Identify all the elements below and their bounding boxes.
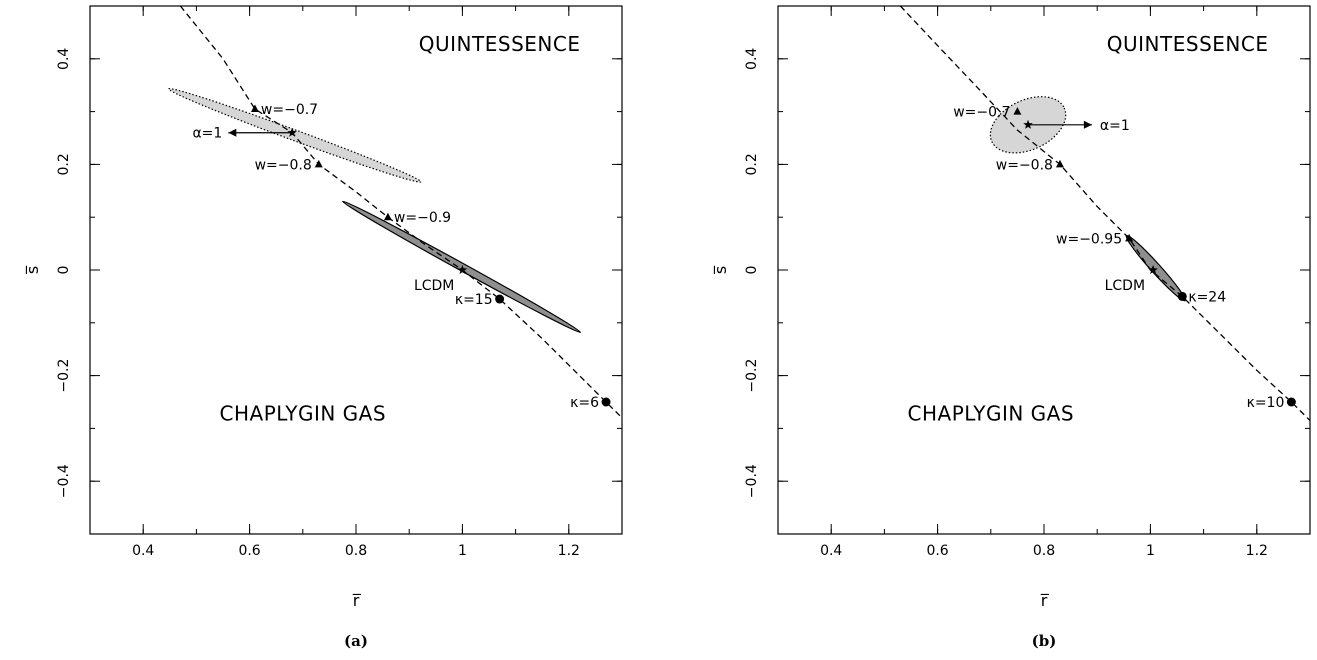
y-tick-label: −0.4	[56, 464, 72, 498]
model-curve-line	[899, 6, 1310, 421]
plot-area	[899, 6, 1310, 421]
alpha-label: α=1	[192, 126, 222, 142]
y-tick-label: −0.2	[56, 359, 72, 393]
w-triangle-marker	[250, 104, 259, 112]
panel-label: (a)	[344, 632, 368, 650]
alpha-arrow-head	[228, 128, 237, 137]
plot-frame	[89, 5, 623, 535]
point-label: κ=6	[570, 395, 599, 411]
y-axis-label: s̅	[23, 265, 42, 275]
plot-frame	[777, 5, 1311, 535]
star-marker	[457, 265, 468, 274]
alpha-arrow-head	[1083, 120, 1092, 129]
x-tick-label: 0.8	[1033, 543, 1055, 559]
dark-confidence-region	[342, 200, 582, 333]
x-tick-label: 1	[1146, 543, 1155, 559]
star-marker	[1023, 119, 1033, 129]
y-tick-label: 0.4	[56, 48, 72, 70]
star-marker	[1148, 265, 1158, 274]
kappa-circle-marker	[495, 294, 505, 304]
y-tick-label: −0.4	[744, 464, 760, 498]
x-axis-label: r̅	[1040, 591, 1050, 610]
model-curve-line	[179, 6, 622, 419]
kappa-circle-marker	[1286, 397, 1296, 407]
y-axis-label: s̅	[711, 265, 730, 275]
point-label: w=−0.8	[255, 157, 312, 173]
y-tick-label: −0.2	[744, 359, 760, 393]
plot-area	[168, 6, 622, 419]
w-triangle-marker	[1013, 107, 1022, 115]
point-label: κ=15	[455, 292, 493, 308]
x-tick-label: 0.6	[926, 543, 948, 559]
w-triangle-marker	[314, 159, 323, 168]
w-triangle-marker	[383, 212, 392, 221]
point-label: LCDM	[1105, 278, 1145, 294]
point-label: w=−0.95	[1056, 231, 1122, 247]
point-label: w=−0.7	[261, 102, 318, 118]
x-tick-label: 0.4	[132, 543, 154, 559]
point-label: w=−0.8	[996, 157, 1053, 173]
point-label: κ=24	[1188, 289, 1226, 305]
region-label: QUINTESSENCE	[419, 32, 581, 56]
region-label: CHAPLYGIN GAS	[908, 401, 1075, 425]
y-tick-label: 0	[56, 266, 72, 275]
point-label: w=−0.7	[953, 105, 1010, 121]
panel-label: (b)	[1032, 632, 1057, 650]
x-tick-label: 0.6	[238, 543, 260, 559]
x-tick-label: 1.2	[1246, 543, 1268, 559]
y-tick-label: 0	[744, 266, 760, 275]
kappa-circle-marker	[601, 397, 611, 407]
y-tick-label: 0.4	[744, 48, 760, 70]
x-tick-label: 1	[458, 543, 467, 559]
panel-b-chart: α=1 w=−0.7 w=−0.8 w=−0.95 LCDM κ=24 κ=10 QUINTE…	[711, 5, 1311, 650]
point-label: κ=10	[1247, 395, 1285, 411]
x-axis-label: r̅	[352, 591, 362, 610]
alpha-label: α=1	[1100, 118, 1130, 134]
w-triangle-marker	[1055, 159, 1064, 168]
region-label: QUINTESSENCE	[1107, 32, 1269, 56]
point-label: w=−0.9	[394, 210, 451, 226]
x-tick-label: 0.4	[820, 543, 842, 559]
w-triangle-marker	[1125, 233, 1134, 242]
y-tick-label: 0.2	[56, 153, 72, 175]
kappa-circle-marker	[1177, 291, 1187, 301]
point-label: LCDM	[414, 278, 454, 294]
x-tick-label: 1.2	[558, 543, 580, 559]
star-marker	[287, 127, 297, 137]
region-label: CHAPLYGIN GAS	[220, 401, 387, 425]
x-tick-label: 0.8	[345, 543, 367, 559]
y-tick-label: 0.2	[744, 153, 760, 175]
